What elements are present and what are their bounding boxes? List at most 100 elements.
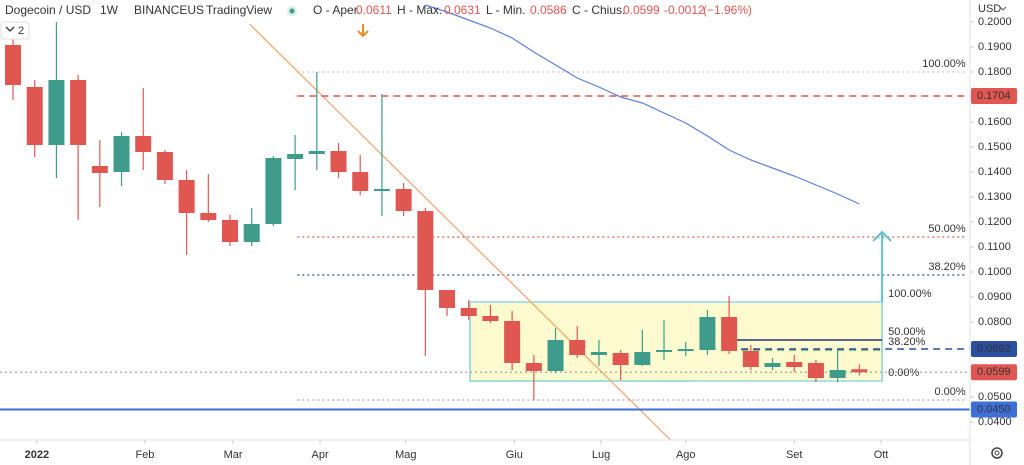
candle-body	[634, 352, 651, 365]
currency-dropdown[interactable]	[999, 6, 1007, 11]
plot-area: 100.00%50.00%38.20%0.00%100.00%50.00%38.…	[0, 4, 970, 441]
low-label: L - Min.	[486, 3, 526, 17]
x-tick-label: Set	[786, 449, 803, 461]
collapse-icon[interactable]	[5, 26, 15, 32]
close-label: C - Chius.	[572, 3, 625, 17]
fib-label: 38.20%	[888, 336, 926, 348]
price-tag-label: 0.0599	[977, 366, 1011, 378]
y-tick-label: 0.1100	[978, 241, 1011, 253]
price-tag	[971, 364, 1017, 381]
y-tick-label: 0.1800	[978, 66, 1012, 78]
candle-body	[156, 152, 173, 180]
candle-body	[547, 340, 564, 371]
candle-body	[417, 211, 434, 290]
y-tick-label: 0.1900	[978, 41, 1012, 53]
candle-body	[373, 189, 390, 191]
candle-body	[48, 80, 65, 145]
y-tick-label: 0.0400	[978, 416, 1012, 428]
candle-body	[807, 363, 824, 378]
candle-body	[829, 370, 846, 378]
candle-body	[721, 317, 738, 351]
candle-body	[786, 362, 803, 367]
settings-gear[interactable]	[991, 447, 1003, 459]
y-tick-label: 0.2000	[978, 16, 1012, 28]
x-tick-label: Mag	[395, 449, 416, 461]
price-tag-label: 0.1704	[977, 90, 1011, 102]
change-percent: (−1.96%)	[703, 3, 752, 17]
x-tick-label: Apr	[312, 449, 329, 461]
candle-body	[764, 363, 781, 367]
candle-body	[5, 45, 22, 85]
candle-body	[677, 349, 694, 351]
open-label: O - Aper.	[313, 3, 360, 17]
candle-body	[482, 316, 499, 321]
fib-label: 50.00%	[928, 223, 966, 235]
fib-label: 50.00%	[888, 326, 926, 338]
exchange: BINANCEUS	[134, 3, 204, 17]
candle-body	[222, 220, 239, 242]
price-tag	[971, 401, 1017, 418]
interval: 1W	[100, 3, 119, 17]
candle-body	[851, 369, 868, 373]
candle-body	[70, 80, 87, 145]
indicator-count[interactable]: 2	[18, 25, 24, 37]
price-tag-label: 0.0450	[977, 403, 1011, 415]
x-tick-label: Mar	[224, 449, 243, 461]
fib-label: 0.00%	[888, 367, 919, 379]
candle-body	[352, 172, 369, 191]
x-tick-label: Ago	[676, 449, 696, 461]
candle-body	[200, 213, 217, 220]
y-tick-label: 0.1600	[978, 116, 1012, 128]
y-tick-label: 0.1300	[978, 191, 1012, 203]
candle-body	[656, 350, 673, 352]
y-tick-label: 0.1000	[978, 266, 1012, 278]
candle-body	[287, 154, 304, 159]
signal-arrow	[357, 24, 369, 38]
candle-body	[243, 224, 260, 242]
candle-body	[26, 87, 43, 145]
candle-body	[612, 353, 629, 365]
y-tick-label: 0.1400	[978, 166, 1012, 178]
candle-body	[395, 189, 412, 211]
fib-label: 0.00%	[934, 386, 965, 398]
y-tick-label: 0.1200	[978, 216, 1012, 228]
candle-body	[504, 321, 521, 363]
x-tick-label: Ott	[874, 449, 889, 461]
indicator-box[interactable]	[0, 21, 30, 40]
settings-gear-hub[interactable]	[994, 450, 1000, 456]
y-tick-label: 0.0500	[978, 391, 1012, 403]
candle-body	[460, 308, 477, 316]
candle-body	[91, 166, 108, 173]
x-tick-label: Feb	[135, 449, 154, 461]
indicator-toggle[interactable]: 2	[0, 21, 30, 40]
high-label: H - Max.	[397, 3, 442, 17]
x-tick-label: Giu	[506, 449, 523, 461]
price-tag	[971, 341, 1017, 357]
target-arrow-head	[872, 230, 892, 242]
candle-body	[590, 352, 607, 355]
settings[interactable]	[991, 447, 1003, 459]
price-tag-label: 0.0692	[977, 343, 1011, 355]
candle-body	[113, 136, 130, 172]
y-tick-label: 0.0900	[978, 291, 1012, 303]
candle-body	[265, 158, 282, 224]
currency[interactable]: USD	[978, 3, 1001, 15]
low-value: 0.0586	[530, 3, 567, 17]
fib-label: 100.00%	[922, 58, 966, 70]
change-value: -0.0012	[664, 3, 705, 17]
candle-body	[569, 340, 586, 355]
header: Dogecoin / USD 1W BINANCEUS TradingView …	[5, 3, 752, 17]
high-value: 0.0631	[444, 3, 481, 17]
fib-label: 38.20%	[928, 261, 966, 273]
symbol: Dogecoin / USD	[5, 3, 91, 17]
moving-average	[425, 4, 860, 205]
source: TradingView	[206, 3, 272, 17]
candle-body	[742, 351, 759, 367]
candle-body	[525, 363, 542, 371]
candle-body	[178, 180, 195, 213]
trendline	[249, 23, 671, 441]
y-tick-label: 0.1500	[978, 141, 1012, 153]
candle-body	[135, 136, 152, 152]
